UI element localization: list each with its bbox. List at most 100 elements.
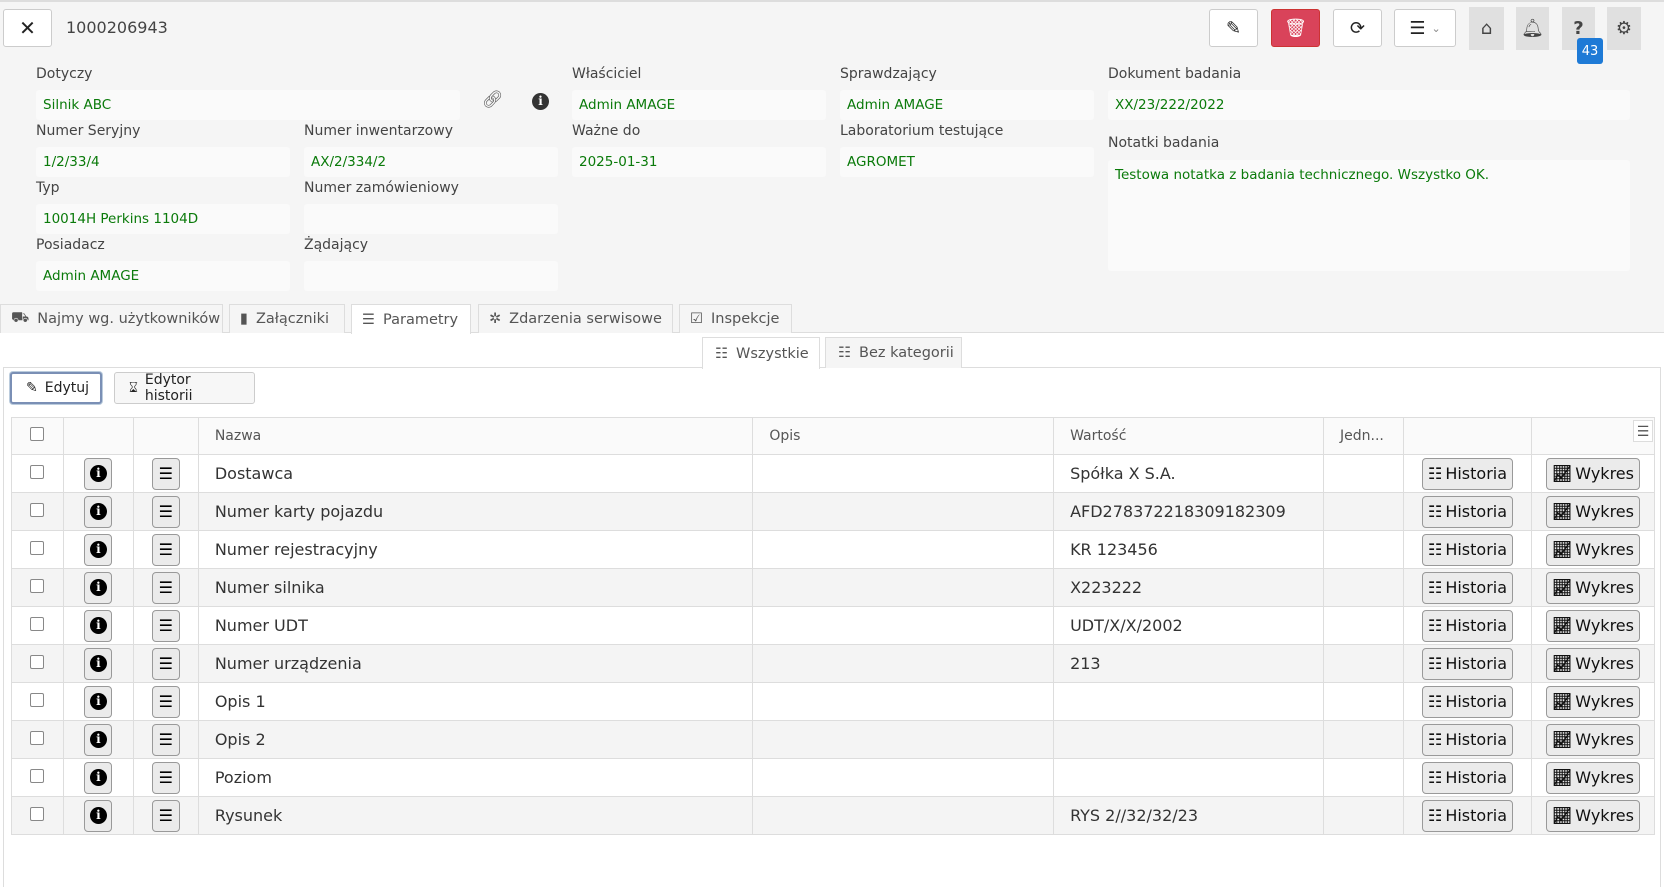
info-button[interactable]: i	[84, 609, 113, 642]
subtab-bez-kategorii[interactable]: ☷ Bez kategorii	[825, 337, 962, 368]
chart-button[interactable]: 📈︎ Wykres	[1545, 723, 1640, 756]
param-value	[1053, 758, 1325, 797]
row-checkbox[interactable]	[30, 731, 45, 745]
row-menu-button[interactable]: ☰	[151, 723, 180, 756]
info-button[interactable]: i	[84, 571, 113, 604]
row-menu-button[interactable]: ☰	[151, 799, 180, 832]
row-checkbox[interactable]	[30, 465, 45, 479]
history-button[interactable]: ☷ Historia	[1421, 799, 1514, 832]
chart-button[interactable]: 📈︎ Wykres	[1545, 609, 1640, 642]
tab-najmy[interactable]: ⛟ Najmy wg. użytkowników	[0, 304, 223, 333]
list-icon: ☷	[1427, 502, 1443, 521]
tab-zdarzenia-serwisowe[interactable]: ✲ Zdarzenia serwisowe	[478, 304, 673, 333]
wazne-do-field[interactable]: 2025-01-31	[572, 147, 826, 177]
row-menu-button[interactable]: ☰	[151, 609, 180, 642]
info-button[interactable]: i	[84, 457, 113, 490]
row-menu-button[interactable]: ☰	[151, 571, 180, 604]
laboratorium-field[interactable]: AGROMET	[840, 147, 1094, 177]
history-button[interactable]: ☷ Historia	[1421, 609, 1514, 642]
chart-button[interactable]: 📈︎ Wykres	[1545, 457, 1640, 490]
menu-dropdown-button[interactable]: ☰ ⌄	[1394, 9, 1456, 47]
history-button[interactable]: ☷ Historia	[1421, 723, 1514, 756]
row-menu-button[interactable]: ☰	[151, 495, 180, 528]
home-button[interactable]: ⌂	[1469, 7, 1504, 50]
dokument-field[interactable]: XX/23/222/2022	[1108, 90, 1630, 120]
param-desc	[752, 568, 1055, 607]
col-opis[interactable]: Opis	[752, 417, 1055, 455]
numer-inwentarzowy-field[interactable]: AX/2/334/2	[304, 147, 558, 177]
numer-seryjny-field[interactable]: 1/2/33/4	[36, 147, 290, 177]
delete-button[interactable]: 🗑	[1271, 9, 1320, 47]
tab-parametry[interactable]: ☰ Parametry	[351, 304, 471, 334]
row-checkbox[interactable]	[30, 807, 45, 821]
history-cell: ☷ Historia	[1403, 568, 1532, 607]
row-checkbox[interactable]	[30, 503, 45, 517]
row-checkbox[interactable]	[30, 769, 45, 783]
notatki-field[interactable]: Testowa notatka z badania technicznego. …	[1108, 160, 1630, 271]
info-button[interactable]: i	[84, 723, 113, 756]
select-all-checkbox[interactable]	[30, 427, 45, 441]
edit-params-button[interactable]: ✎ Edytuj	[10, 372, 102, 404]
history-button[interactable]: ☷ Historia	[1421, 533, 1514, 566]
wlasciciel-field[interactable]: Admin AMAGE	[572, 90, 826, 120]
row-checkbox[interactable]	[30, 655, 45, 669]
row-menu-button[interactable]: ☰	[151, 761, 180, 794]
tab-zalaczniki[interactable]: ▮ Załączniki	[229, 304, 345, 333]
chart-cell: 📈︎ Wykres	[1530, 720, 1656, 759]
row-checkbox[interactable]	[30, 617, 45, 631]
typ-field[interactable]: 10014H Perkins 1104D	[36, 204, 290, 234]
row-menu-button[interactable]: ☰	[151, 685, 180, 718]
subtab-wszystkie[interactable]: ☷ Wszystkie	[702, 337, 820, 369]
info-button[interactable]: i	[84, 533, 113, 566]
link-icon[interactable]: 🔗︎	[482, 90, 504, 110]
chart-button[interactable]: 📈︎ Wykres	[1545, 495, 1640, 528]
settings-button[interactable]: ⚙	[1607, 7, 1641, 50]
history-button[interactable]: ☷ Historia	[1421, 495, 1514, 528]
posiadacz-field[interactable]: Admin AMAGE	[36, 261, 290, 291]
col-jednostka[interactable]: Jedn...	[1323, 417, 1405, 455]
row-menu-button[interactable]: ☰	[151, 457, 180, 490]
posiadacz-label: Posiadacz	[36, 237, 105, 253]
column-menu-icon[interactable]: ☰	[1633, 420, 1653, 442]
refresh-button[interactable]: ⟳	[1333, 9, 1382, 47]
button-label: Wykres	[1575, 654, 1634, 673]
col-nazwa[interactable]: Nazwa	[197, 417, 754, 455]
row-checkbox[interactable]	[30, 541, 45, 555]
tab-inspekcje[interactable]: ☑ Inspekcje	[679, 304, 792, 333]
chart-button[interactable]: 📈︎ Wykres	[1545, 647, 1640, 680]
row-menu-button[interactable]: ☰	[151, 647, 180, 680]
dotyczy-field[interactable]: Silnik ABC	[36, 90, 460, 120]
info-button[interactable]: i	[84, 761, 113, 794]
history-button[interactable]: ☷ Historia	[1421, 685, 1514, 718]
history-button[interactable]: ☷ Historia	[1421, 457, 1514, 490]
history-editor-button[interactable]: ⌛︎ Edytor historii	[114, 372, 255, 404]
history-button[interactable]: ☷ Historia	[1421, 571, 1514, 604]
history-button[interactable]: ☷ Historia	[1421, 761, 1514, 794]
zadajacy-field[interactable]	[304, 261, 558, 291]
row-checkbox[interactable]	[30, 579, 45, 593]
menu-cell: ☰	[132, 758, 199, 797]
notifications-button[interactable]: 🔔︎	[1516, 7, 1549, 50]
chart-button[interactable]: 📈︎ Wykres	[1545, 799, 1640, 832]
info-button[interactable]: i	[84, 495, 113, 528]
edit-button[interactable]: ✎	[1209, 9, 1258, 47]
info-button[interactable]: i	[84, 799, 113, 832]
chart-button[interactable]: 📈︎ Wykres	[1545, 571, 1640, 604]
menu-cell: ☰	[132, 720, 199, 759]
numer-zamowieniowy-field[interactable]	[304, 204, 558, 234]
chart-button[interactable]: 📈︎ Wykres	[1545, 533, 1640, 566]
chart-button[interactable]: 📈︎ Wykres	[1545, 761, 1640, 794]
col-wartosc[interactable]: Wartość	[1053, 417, 1325, 455]
row-menu-button[interactable]: ☰	[151, 533, 180, 566]
info-button[interactable]: i	[84, 685, 113, 718]
info-icon[interactable]: i	[532, 93, 549, 110]
info-button[interactable]: i	[84, 647, 113, 680]
param-name: Opis 1	[197, 682, 754, 721]
history-button[interactable]: ☷ Historia	[1421, 647, 1514, 680]
param-name: Rysunek	[197, 796, 754, 835]
chart-button[interactable]: 📈︎ Wykres	[1545, 685, 1640, 718]
button-label: Historia	[1445, 616, 1508, 635]
sprawdzajacy-field[interactable]: Admin AMAGE	[840, 90, 1094, 120]
close-button[interactable]: ✕	[3, 9, 52, 47]
row-checkbox[interactable]	[30, 693, 45, 707]
